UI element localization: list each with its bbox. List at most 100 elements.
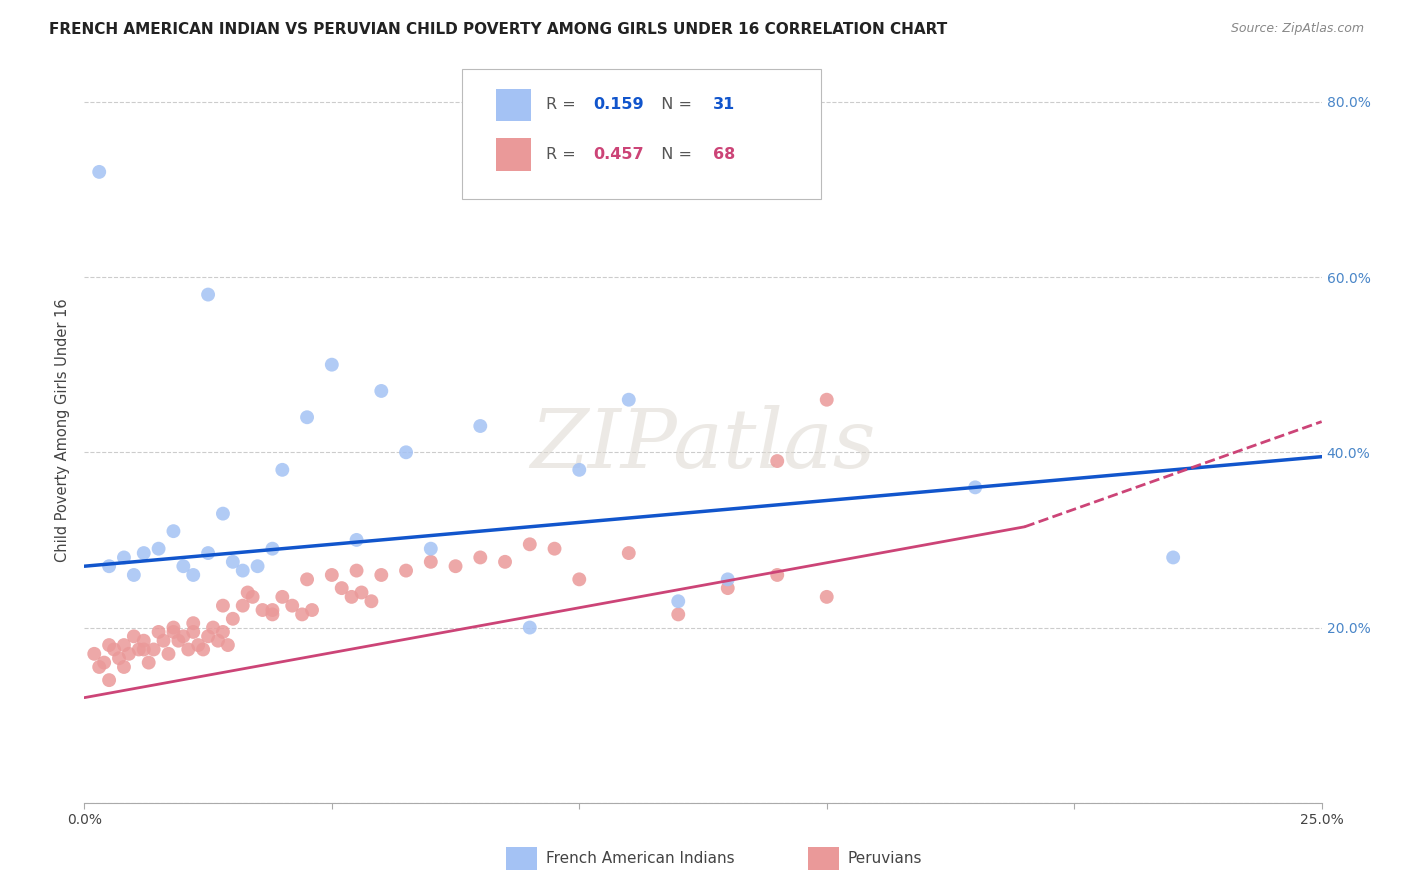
Text: R =: R = — [546, 147, 581, 162]
Y-axis label: Child Poverty Among Girls Under 16: Child Poverty Among Girls Under 16 — [55, 299, 70, 562]
Bar — [496, 138, 531, 171]
Point — [157, 647, 180, 661]
Point — [162, 524, 184, 538]
Point — [83, 647, 105, 661]
Point — [301, 603, 323, 617]
Point — [543, 541, 565, 556]
Point — [112, 660, 135, 674]
Point — [202, 621, 225, 635]
Text: R =: R = — [546, 97, 581, 112]
Point — [494, 555, 516, 569]
Point — [128, 642, 150, 657]
Text: 68: 68 — [713, 147, 735, 162]
Point — [98, 559, 121, 574]
Point — [191, 642, 214, 657]
Point — [212, 624, 235, 639]
Point — [444, 559, 467, 574]
Point — [815, 590, 838, 604]
Point — [370, 568, 392, 582]
Point — [262, 607, 284, 622]
Point — [568, 463, 591, 477]
Point — [103, 642, 125, 657]
Text: 0.159: 0.159 — [593, 97, 644, 112]
Point — [330, 581, 353, 595]
Point — [965, 480, 987, 494]
Point — [395, 445, 418, 459]
Point — [142, 642, 165, 657]
Point — [766, 568, 789, 582]
Point — [519, 621, 541, 635]
Point — [148, 624, 170, 639]
Text: 0.457: 0.457 — [593, 147, 644, 162]
Point — [262, 603, 284, 617]
Point — [568, 573, 591, 587]
Point — [187, 638, 209, 652]
Point — [346, 564, 368, 578]
Point — [470, 550, 492, 565]
Text: Source: ZipAtlas.com: Source: ZipAtlas.com — [1230, 22, 1364, 36]
Point — [242, 590, 264, 604]
Bar — [496, 88, 531, 121]
Point — [222, 555, 245, 569]
Point — [132, 642, 155, 657]
Point — [162, 624, 184, 639]
Point — [197, 546, 219, 560]
Point — [197, 629, 219, 643]
Text: FRENCH AMERICAN INDIAN VS PERUVIAN CHILD POVERTY AMONG GIRLS UNDER 16 CORRELATIO: FRENCH AMERICAN INDIAN VS PERUVIAN CHILD… — [49, 22, 948, 37]
Point — [617, 546, 640, 560]
Text: N =: N = — [651, 97, 697, 112]
Point — [295, 573, 318, 587]
Point — [181, 624, 204, 639]
Point — [212, 507, 235, 521]
Point — [295, 410, 318, 425]
Point — [766, 454, 789, 468]
Text: 31: 31 — [713, 97, 735, 112]
Point — [519, 537, 541, 551]
Point — [717, 573, 740, 587]
Point — [112, 638, 135, 652]
Point — [108, 651, 131, 665]
Point — [815, 392, 838, 407]
Point — [271, 463, 294, 477]
Point — [666, 594, 689, 608]
Point — [395, 564, 418, 578]
Point — [370, 384, 392, 398]
Point — [148, 541, 170, 556]
Point — [152, 633, 174, 648]
Point — [666, 607, 689, 622]
Point — [419, 555, 441, 569]
Point — [207, 633, 229, 648]
Point — [112, 550, 135, 565]
Point — [252, 603, 274, 617]
Point — [232, 599, 254, 613]
Text: French American Indians: French American Indians — [546, 852, 734, 866]
Point — [350, 585, 373, 599]
Text: ZIPatlas: ZIPatlas — [530, 405, 876, 485]
Point — [122, 568, 145, 582]
Point — [122, 629, 145, 643]
Point — [232, 564, 254, 578]
Point — [360, 594, 382, 608]
Point — [89, 660, 111, 674]
Point — [93, 656, 115, 670]
Point — [162, 621, 184, 635]
FancyBboxPatch shape — [461, 70, 821, 200]
Point — [321, 568, 343, 582]
Point — [89, 165, 111, 179]
Point — [172, 629, 194, 643]
Text: N =: N = — [651, 147, 697, 162]
Point — [172, 559, 194, 574]
Point — [419, 541, 441, 556]
Point — [262, 541, 284, 556]
Point — [181, 568, 204, 582]
Point — [717, 581, 740, 595]
Point — [197, 287, 219, 301]
Point — [321, 358, 343, 372]
Point — [271, 590, 294, 604]
Point — [246, 559, 269, 574]
Point — [167, 633, 190, 648]
Point — [132, 633, 155, 648]
Point — [177, 642, 200, 657]
Point — [291, 607, 314, 622]
Point — [281, 599, 304, 613]
